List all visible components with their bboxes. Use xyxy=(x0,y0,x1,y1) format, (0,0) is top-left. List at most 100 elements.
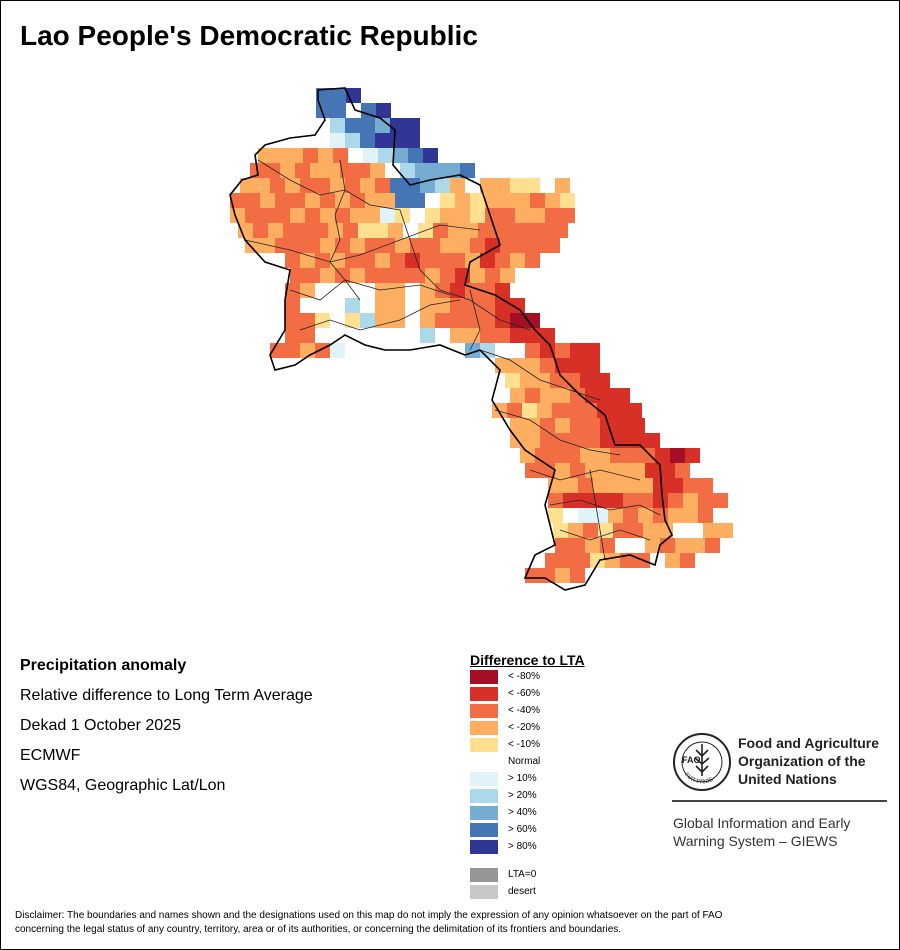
province-boundary xyxy=(559,529,651,541)
anomaly-cell xyxy=(537,403,552,418)
anomaly-cell xyxy=(612,403,627,418)
anomaly-cell xyxy=(555,178,570,193)
anomaly-cell xyxy=(420,328,435,343)
anomaly-cell xyxy=(585,358,600,373)
anomaly-cell xyxy=(370,163,385,178)
legend-swatch xyxy=(470,868,498,882)
anomaly-cell xyxy=(450,178,465,193)
fao-name-line: Organization of the xyxy=(738,753,866,769)
anomaly-cell xyxy=(630,538,645,553)
legend-label: > 80% xyxy=(508,841,537,852)
legend-swatch xyxy=(470,721,498,735)
disclaimer-line: Disclaimer: The boundaries and names sho… xyxy=(15,910,723,921)
anomaly-cell xyxy=(300,313,315,328)
anomaly-cell xyxy=(345,313,360,328)
province-boundary xyxy=(244,224,481,263)
anomaly-cell xyxy=(563,478,578,493)
info-heading: Precipitation anomaly xyxy=(20,657,187,674)
anomaly-cell xyxy=(668,478,683,493)
anomaly-cell xyxy=(373,223,388,238)
anomaly-cell xyxy=(331,103,346,118)
anomaly-cell xyxy=(450,328,465,343)
anomaly-cell xyxy=(360,178,375,193)
anomaly-cell xyxy=(668,493,683,508)
anomaly-cell xyxy=(545,193,560,208)
anomaly-cell xyxy=(415,163,430,178)
anomaly-cell xyxy=(380,208,395,223)
anomaly-cell xyxy=(270,178,285,193)
anomaly-cell xyxy=(240,178,255,193)
anomaly-cell xyxy=(360,313,375,328)
anomaly-cell xyxy=(608,478,623,493)
anomaly-cell xyxy=(530,193,545,208)
anomaly-cell xyxy=(675,463,690,478)
anomaly-cell xyxy=(358,223,373,238)
anomaly-cell xyxy=(540,568,555,583)
anomaly-cell xyxy=(365,208,380,223)
anomaly-cell xyxy=(310,163,325,178)
anomaly-cell xyxy=(500,238,515,253)
anomaly-cell xyxy=(335,268,350,283)
anomaly-cell xyxy=(425,238,440,253)
anomaly-cell xyxy=(508,223,523,238)
anomaly-cell xyxy=(273,148,288,163)
anomaly-cell xyxy=(315,253,330,268)
anomaly-cell xyxy=(435,313,450,328)
anomaly-cell xyxy=(305,193,320,208)
anomaly-cell xyxy=(495,328,510,343)
anomaly-cell xyxy=(378,148,393,163)
legend-label: > 10% xyxy=(508,773,537,784)
legend-label: < -80% xyxy=(508,671,540,682)
anomaly-cell xyxy=(350,208,365,223)
anomaly-cell xyxy=(345,343,360,358)
anomaly-cell xyxy=(343,223,358,238)
anomaly-cell xyxy=(255,178,270,193)
anomaly-cell xyxy=(675,538,690,553)
anomaly-cell xyxy=(315,313,330,328)
anomaly-cell xyxy=(615,538,630,553)
anomaly-cell xyxy=(525,328,540,343)
anomaly-cell xyxy=(540,178,555,193)
anomaly-cell xyxy=(515,208,530,223)
legend-label: > 20% xyxy=(508,790,537,801)
anomaly-cell xyxy=(638,478,653,493)
anomaly-cell xyxy=(245,238,260,253)
anomaly-cell xyxy=(525,343,540,358)
anomaly-cell xyxy=(580,373,595,388)
legend-label: > 60% xyxy=(508,824,537,835)
anomaly-cell xyxy=(578,478,593,493)
anomaly-cell xyxy=(330,133,345,148)
anomaly-cell xyxy=(530,238,545,253)
anomaly-cell xyxy=(410,208,425,223)
anomaly-cell xyxy=(567,403,582,418)
fao-divider xyxy=(672,800,887,802)
anomaly-cell xyxy=(355,163,370,178)
anomaly-cell xyxy=(268,223,283,238)
anomaly-cell xyxy=(555,343,570,358)
anomaly-cell xyxy=(260,238,275,253)
anomaly-cell xyxy=(585,388,600,403)
anomaly-cell xyxy=(495,283,510,298)
anomaly-cell xyxy=(365,268,380,283)
anomaly-cell xyxy=(480,313,495,328)
anomaly-cell xyxy=(288,148,303,163)
info-line-index: Relative difference to Long Term Average xyxy=(20,687,313,704)
anomaly-cell xyxy=(230,193,245,208)
anomaly-cell xyxy=(425,208,440,223)
anomaly-cell xyxy=(316,88,331,103)
anomaly-cell xyxy=(390,253,405,268)
anomaly-cell xyxy=(405,118,420,133)
anomaly-cell xyxy=(375,283,390,298)
anomaly-cell xyxy=(525,313,540,328)
anomaly-cell xyxy=(380,268,395,283)
anomaly-cell xyxy=(455,238,470,253)
country-border xyxy=(229,87,673,591)
anomaly-cell xyxy=(450,313,465,328)
anomaly-cell xyxy=(335,208,350,223)
anomaly-cell xyxy=(283,223,298,238)
anomaly-cell xyxy=(510,328,525,343)
anomaly-cell xyxy=(568,523,583,538)
anomaly-cell xyxy=(330,178,345,193)
anomaly-cell xyxy=(655,448,670,463)
anomaly-cell xyxy=(390,328,405,343)
